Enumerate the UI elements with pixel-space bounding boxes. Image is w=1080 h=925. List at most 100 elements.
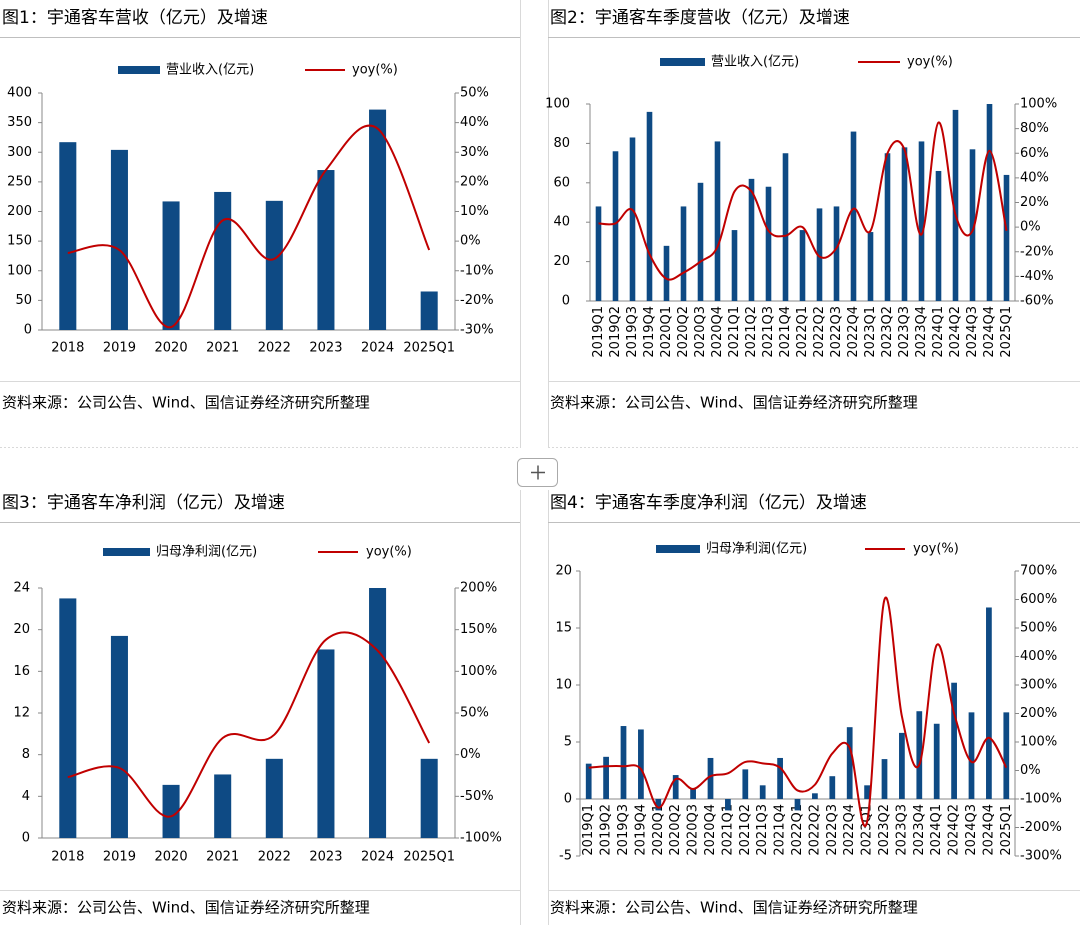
bar [759, 785, 766, 799]
chart-title: 图2：宇通客车季度营收（亿元）及增速 [550, 8, 850, 28]
add-button[interactable] [517, 458, 558, 487]
x-tick-label: 2019 [103, 850, 136, 865]
x-tick-label: 2021Q1 [720, 804, 735, 856]
y-tick-label: 0 [22, 831, 30, 846]
chart-title: 图3：宇通客车净利润（亿元）及增速 [2, 493, 285, 513]
y2-tick-label: 10% [460, 204, 489, 219]
y2-tick-label: 100% [1020, 97, 1057, 112]
y2-tick-label: -20% [1020, 244, 1054, 259]
x-tick-label: 2019Q3 [616, 804, 631, 856]
y-tick-label: 15 [555, 621, 572, 636]
y-tick-label: 300 [7, 145, 32, 160]
x-tick-label: 2024Q1 [929, 804, 944, 856]
chart-title: 图4：宇通客车季度净利润（亿元）及增速 [550, 493, 867, 513]
y2-tick-label: -50% [460, 789, 494, 804]
bar [265, 200, 283, 330]
x-tick-label: 2020Q1 [659, 306, 674, 358]
y-tick-label: 250 [7, 174, 32, 189]
bar [690, 788, 696, 799]
y2-tick-label: 0% [460, 234, 481, 249]
x-tick-label: 2020Q3 [686, 804, 701, 856]
chart-panel: 图2：宇通客车季度营收（亿元）及增速资料来源：公司公告、Wind、国信证券经济研… [545, 8, 1080, 412]
y2-tick-label: 0% [1020, 763, 1041, 778]
y2-tick-label: 200% [460, 581, 497, 596]
legend-swatch [656, 545, 700, 553]
x-tick-label: 2022 [258, 341, 291, 356]
x-tick-label: 2019 [103, 341, 136, 356]
x-tick-label: 2025Q1 [403, 341, 455, 356]
bar [214, 774, 232, 838]
x-tick-label: 2024Q1 [931, 306, 946, 358]
x-tick-label: 2020Q3 [693, 306, 708, 358]
x-tick-label: 2021Q4 [773, 804, 788, 856]
y-tick-label: 80 [553, 136, 570, 151]
bar [731, 230, 738, 301]
bar [638, 729, 644, 799]
y-tick-label: 8 [22, 747, 30, 762]
x-tick-label: 2021 [206, 341, 239, 356]
y2-tick-label: 0% [460, 747, 481, 762]
bar [612, 151, 619, 301]
x-tick-label: 2022Q2 [807, 804, 822, 856]
bar [1003, 174, 1010, 301]
bar [655, 799, 662, 811]
x-tick-label: 2020Q2 [676, 306, 691, 358]
x-tick-label: 2023 [309, 341, 342, 356]
bar [816, 208, 823, 301]
y2-tick-label: 100% [460, 664, 497, 679]
chart-title: 图1：宇通客车营收（亿元）及增速 [2, 8, 268, 28]
bar [59, 598, 77, 838]
legend-swatch [118, 66, 160, 74]
x-tick-label: 2025Q1 [999, 306, 1014, 358]
x-tick-label: 2020 [155, 850, 188, 865]
bar [986, 607, 992, 799]
x-tick-label: 2024Q3 [965, 306, 980, 358]
y-tick-label: 20 [13, 622, 30, 637]
y2-tick-label: -100% [460, 831, 502, 846]
x-tick-label: 2019Q1 [591, 306, 606, 358]
bar [110, 149, 128, 330]
bar [162, 784, 180, 838]
y2-tick-label: 600% [1020, 592, 1057, 607]
bar [162, 201, 180, 330]
x-tick-label: 2023Q2 [877, 804, 892, 856]
bar [663, 245, 670, 301]
y2-tick-label: 20% [460, 174, 489, 189]
x-tick-label: 2024Q4 [982, 306, 997, 358]
x-tick-label: 2018 [51, 850, 84, 865]
bar [680, 206, 687, 301]
y-tick-label: 50 [15, 293, 32, 308]
x-tick-label: 2021Q2 [738, 804, 753, 856]
y2-tick-label: 40% [1020, 170, 1049, 185]
bar [214, 191, 232, 330]
y2-tick-label: 0% [1020, 220, 1041, 235]
bar [833, 206, 840, 301]
bar [867, 232, 874, 301]
x-tick-label: 2021 [206, 850, 239, 865]
x-tick-label: 2023Q1 [863, 306, 878, 358]
bar [707, 757, 714, 799]
bar [672, 775, 679, 799]
y-tick-label: 0 [564, 792, 572, 807]
x-tick-label: 2023Q4 [912, 804, 927, 856]
y-tick-label: 24 [13, 581, 30, 596]
bar [881, 759, 888, 799]
y2-tick-label: 20% [1020, 195, 1049, 210]
x-tick-label: 2024 [361, 341, 394, 356]
legend-label: yoy(%) [366, 545, 412, 560]
bar [714, 141, 721, 301]
x-tick-label: 2019Q2 [599, 804, 614, 856]
x-tick-label: 2022Q1 [790, 804, 805, 856]
bar [620, 726, 627, 799]
y2-tick-label: -300% [1020, 849, 1062, 864]
x-tick-label: 2019Q1 [581, 804, 596, 856]
y2-tick-label: -20% [460, 293, 494, 308]
source-note: 资料来源：公司公告、Wind、国信证券经济研究所整理 [550, 394, 918, 412]
source-note: 资料来源：公司公告、Wind、国信证券经济研究所整理 [2, 899, 370, 917]
bar [918, 141, 925, 301]
y2-tick-label: 400% [1020, 649, 1057, 664]
x-tick-label: 2020Q4 [710, 306, 725, 358]
y2-tick-label: 700% [1020, 564, 1057, 579]
x-tick-label: 2020Q2 [668, 804, 683, 856]
